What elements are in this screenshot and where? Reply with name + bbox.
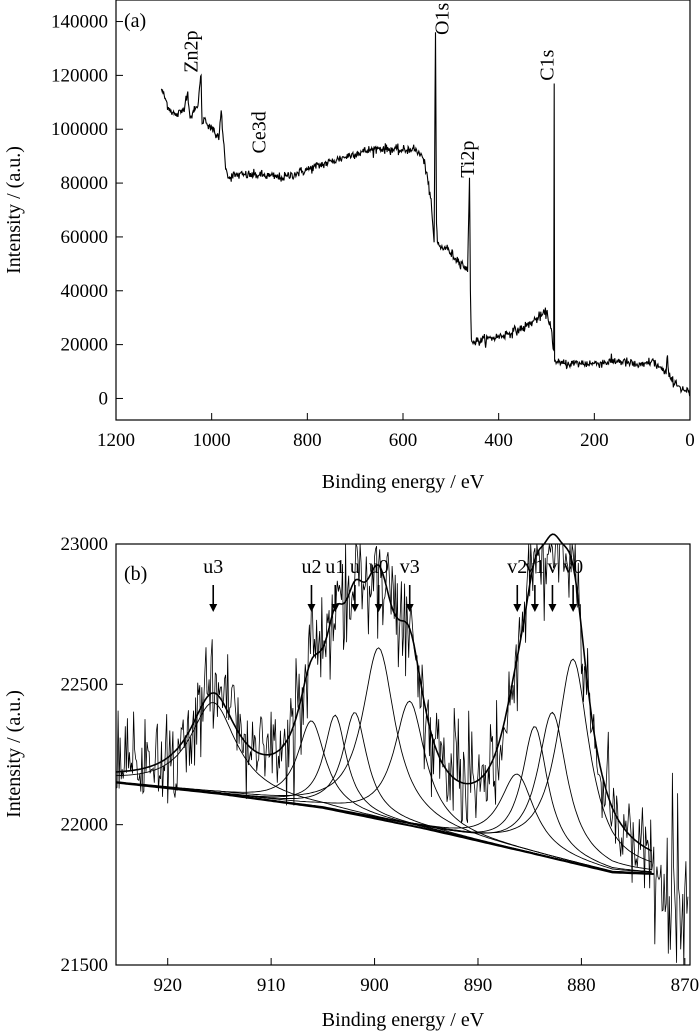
b-x-tick-label: 920: [153, 975, 182, 996]
tick-labels-b: 920 910 900 890 880 870 21500 22000 22500 23000: [61, 534, 700, 996]
background-line: [115, 781, 654, 875]
b-y-tick-label: 23000: [61, 534, 109, 555]
fit-envelope-line: [115, 533, 653, 852]
plot-frame-b: [115, 543, 691, 966]
a-y-tick-label: 60000: [61, 227, 109, 248]
peak-arrowhead-u1: [331, 604, 340, 612]
peak-label-v1: v1: [525, 556, 545, 578]
b-x-tick-label: 900: [360, 975, 389, 996]
x-axis-label-a: Binding energy / eV: [322, 471, 485, 493]
y-axis-label-b: Intensity / (a.u.): [3, 690, 25, 818]
raw-spectrum-line: [115, 543, 689, 966]
panel-label-a: (a): [124, 10, 146, 32]
peak-label-v: v: [547, 556, 557, 578]
peak-arrowhead-u2: [307, 604, 316, 612]
series-group-b: [115, 533, 689, 966]
peak-label-ce3d: Ce3d: [249, 111, 271, 153]
axis-ticks-a: [115, 21, 691, 420]
b-y-tick-label: 22500: [61, 674, 109, 695]
survey-spectrum-line: [160, 32, 691, 397]
component-peak-v0: [115, 658, 652, 863]
peak-arrowhead-u3: [209, 604, 218, 612]
series-group-a: [160, 32, 691, 397]
y-axis-label-a: Intensity / (a.u.): [3, 146, 25, 274]
component-peak-u0: [115, 647, 652, 874]
peak-label-v0: v0: [563, 556, 583, 578]
a-y-tick-label: 0: [99, 388, 109, 409]
peak-arrowhead-v1: [530, 604, 539, 612]
panel-label-b: (b): [124, 563, 147, 585]
peak-label-u1: u1: [325, 556, 345, 578]
a-y-tick-label: 140000: [51, 12, 108, 33]
survey-spectrum-panel: 1200 1000 800 600 400 200 00200004000060000800…: [3, 0, 695, 493]
a-y-tick-label: 40000: [61, 281, 109, 302]
b-y-tick-label: 22000: [61, 815, 109, 836]
peak-annotations-a: Zn2p Ce3d O1s Ti2p C1s: [180, 3, 558, 178]
peak-label-ti2p: Ti2p: [457, 141, 479, 178]
component-peak-v2: [115, 773, 652, 873]
peak-label-u0: u0: [369, 556, 389, 578]
a-y-tick-label: 80000: [61, 173, 109, 194]
peak-arrowhead-u0: [374, 604, 383, 612]
peak-arrowhead-v2: [513, 604, 522, 612]
a-x-tick-label: 1200: [97, 430, 135, 451]
peak-arrowhead-v0: [569, 604, 578, 612]
peak-label-u2: u2: [301, 556, 321, 578]
peak-arrowhead-v3: [405, 604, 414, 612]
x-axis-label-b: Binding energy / eV: [322, 1009, 485, 1031]
peak-arrowhead-v: [548, 604, 557, 612]
peak-label-u: u: [350, 556, 360, 578]
peak-label-v3: v3: [400, 556, 420, 578]
peak-label-zn2p: Zn2p: [180, 30, 202, 72]
ce3d-spectrum-panel: 920 910 900 890 880 870 21500 22000 22500 23000 u…: [3, 533, 700, 1031]
peak-label-u3: u3: [203, 556, 223, 578]
tick-labels-a: 1200 1000 800 600 400 200 00200004000060000800…: [51, 12, 695, 451]
a-y-tick-label: 100000: [51, 119, 108, 140]
a-y-tick-label: 20000: [61, 335, 109, 356]
a-x-tick-label: 1000: [193, 430, 231, 451]
a-x-tick-label: 600: [389, 430, 418, 451]
peak-label-o1s: O1s: [431, 3, 453, 35]
peak-arrowhead-u: [350, 604, 359, 612]
a-x-tick-label: 0: [685, 430, 695, 451]
b-x-tick-label: 910: [257, 975, 286, 996]
b-y-tick-label: 21500: [61, 955, 109, 976]
b-x-tick-label: 880: [567, 975, 596, 996]
a-x-tick-label: 800: [293, 430, 322, 451]
a-x-tick-label: 200: [580, 430, 609, 451]
axis-ticks-b: [116, 543, 686, 966]
peak-label-c1s: C1s: [537, 49, 559, 80]
peak-label-v2: v2: [507, 556, 527, 578]
b-x-tick-label: 870: [671, 975, 700, 996]
a-y-tick-label: 120000: [51, 65, 108, 86]
a-x-tick-label: 400: [484, 430, 513, 451]
b-x-tick-label: 890: [464, 975, 493, 996]
